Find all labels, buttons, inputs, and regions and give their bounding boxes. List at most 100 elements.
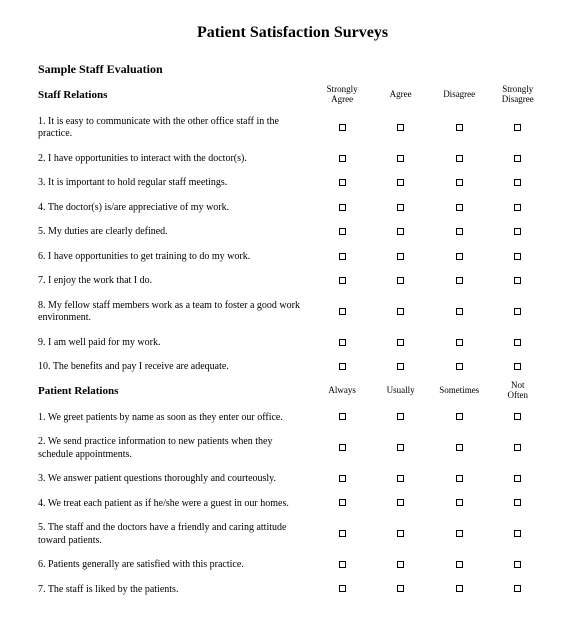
checkbox[interactable] [397, 179, 404, 186]
checkbox[interactable] [456, 204, 463, 211]
question-row: 3. We answer patient questions thoroughl… [38, 468, 547, 493]
checkbox-cell [371, 197, 430, 222]
checkbox[interactable] [456, 363, 463, 370]
checkbox[interactable] [397, 253, 404, 260]
checkbox-cell [430, 172, 489, 197]
checkbox[interactable] [514, 413, 521, 420]
checkbox[interactable] [514, 585, 521, 592]
checkbox[interactable] [514, 228, 521, 235]
checkbox[interactable] [514, 363, 521, 370]
checkbox-cell [313, 579, 372, 604]
checkbox[interactable] [339, 475, 346, 482]
checkbox-cell [430, 493, 489, 518]
checkbox[interactable] [514, 475, 521, 482]
question-row: 6. Patients generally are satisfied with… [38, 554, 547, 579]
checkbox[interactable] [397, 585, 404, 592]
checkbox[interactable] [339, 155, 346, 162]
checkbox[interactable] [456, 155, 463, 162]
checkbox[interactable] [397, 499, 404, 506]
question-row: 3. It is important to hold regular staff… [38, 172, 547, 197]
checkbox[interactable] [514, 561, 521, 568]
checkbox[interactable] [397, 204, 404, 211]
checkbox[interactable] [514, 339, 521, 346]
checkbox[interactable] [514, 499, 521, 506]
checkbox-cell [313, 407, 372, 432]
section-name: Patient Relations [38, 381, 313, 407]
checkbox[interactable] [514, 277, 521, 284]
checkbox[interactable] [456, 277, 463, 284]
checkbox[interactable] [397, 308, 404, 315]
checkbox-cell [371, 356, 430, 381]
checkbox-cell [488, 221, 547, 246]
checkbox[interactable] [339, 363, 346, 370]
checkbox[interactable] [397, 363, 404, 370]
checkbox[interactable] [456, 444, 463, 451]
checkbox[interactable] [339, 204, 346, 211]
checkbox[interactable] [456, 339, 463, 346]
checkbox[interactable] [397, 475, 404, 482]
checkbox-cell [488, 554, 547, 579]
checkbox-cell [371, 148, 430, 173]
checkbox[interactable] [397, 561, 404, 568]
checkbox[interactable] [339, 253, 346, 260]
checkbox[interactable] [339, 585, 346, 592]
checkbox[interactable] [397, 155, 404, 162]
checkbox[interactable] [514, 253, 521, 260]
checkbox-cell [371, 517, 430, 554]
question-row: 4. We treat each patient as if he/she we… [38, 493, 547, 518]
checkbox[interactable] [339, 444, 346, 451]
checkbox[interactable] [456, 413, 463, 420]
checkbox[interactable] [456, 530, 463, 537]
checkbox[interactable] [514, 124, 521, 131]
checkbox-cell [313, 148, 372, 173]
checkbox[interactable] [514, 530, 521, 537]
checkbox[interactable] [339, 179, 346, 186]
checkbox[interactable] [397, 339, 404, 346]
checkbox[interactable] [339, 228, 346, 235]
checkbox[interactable] [339, 530, 346, 537]
checkbox[interactable] [397, 124, 404, 131]
checkbox[interactable] [456, 124, 463, 131]
checkbox[interactable] [514, 308, 521, 315]
checkbox[interactable] [514, 444, 521, 451]
checkbox[interactable] [397, 228, 404, 235]
checkbox-cell [488, 111, 547, 148]
checkbox[interactable] [339, 308, 346, 315]
checkbox-cell [488, 468, 547, 493]
checkbox[interactable] [339, 277, 346, 284]
question-row: 1. We greet patients by name as soon as … [38, 407, 547, 432]
checkbox-cell [430, 468, 489, 493]
checkbox[interactable] [514, 179, 521, 186]
checkbox-cell [430, 221, 489, 246]
checkbox-cell [488, 246, 547, 271]
checkbox-cell [313, 111, 372, 148]
checkbox-cell [313, 172, 372, 197]
checkbox-cell [430, 554, 489, 579]
checkbox-cell [313, 517, 372, 554]
question-text: 9. I am well paid for my work. [38, 332, 313, 357]
checkbox[interactable] [339, 339, 346, 346]
checkbox[interactable] [456, 561, 463, 568]
checkbox[interactable] [456, 179, 463, 186]
checkbox-cell [371, 332, 430, 357]
checkbox[interactable] [397, 277, 404, 284]
checkbox[interactable] [514, 204, 521, 211]
checkbox[interactable] [339, 499, 346, 506]
column-label: Always [313, 381, 372, 407]
checkbox[interactable] [339, 561, 346, 568]
column-label: StronglyDisagree [488, 85, 547, 111]
checkbox[interactable] [514, 155, 521, 162]
checkbox[interactable] [456, 585, 463, 592]
question-row: 4. The doctor(s) is/are appreciative of … [38, 197, 547, 222]
checkbox-cell [371, 493, 430, 518]
checkbox[interactable] [397, 413, 404, 420]
checkbox[interactable] [397, 530, 404, 537]
checkbox[interactable] [339, 124, 346, 131]
checkbox[interactable] [339, 413, 346, 420]
checkbox[interactable] [397, 444, 404, 451]
checkbox[interactable] [456, 308, 463, 315]
checkbox[interactable] [456, 253, 463, 260]
checkbox[interactable] [456, 228, 463, 235]
checkbox[interactable] [456, 475, 463, 482]
checkbox[interactable] [456, 499, 463, 506]
